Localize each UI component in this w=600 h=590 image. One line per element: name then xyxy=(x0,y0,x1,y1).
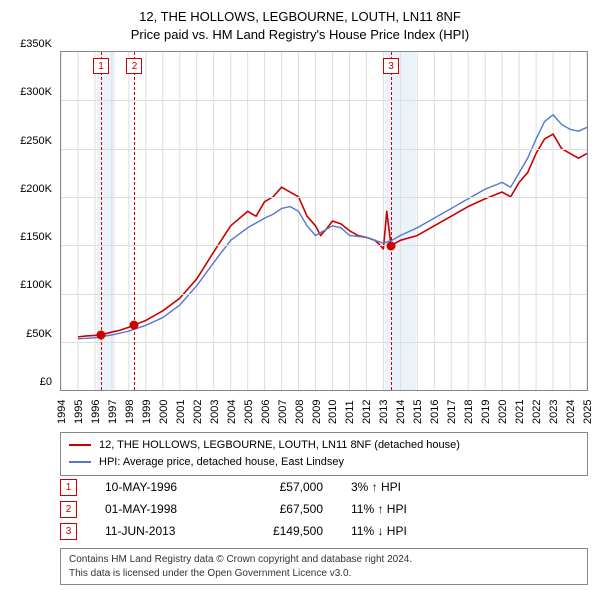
event-row: 1 10-MAY-1996 £57,000 3% ↑ HPI xyxy=(60,476,588,498)
event-number-box: 2 xyxy=(60,501,77,518)
event-price: £67,500 xyxy=(243,502,323,516)
x-tick-label: 2006 xyxy=(260,400,272,424)
event-hpi-delta: 3% ↑ HPI xyxy=(351,480,501,494)
x-tick-label: 2003 xyxy=(209,400,221,424)
title-block: 12, THE HOLLOWS, LEGBOURNE, LOUTH, LN11 … xyxy=(0,0,600,43)
y-tick-label: £350K xyxy=(20,38,52,50)
event-marker-dot xyxy=(97,331,106,340)
x-tick-label: 2023 xyxy=(548,400,560,424)
event-marker-dot xyxy=(387,241,396,250)
chart-svg xyxy=(61,52,587,390)
y-tick-label: £250K xyxy=(20,135,52,147)
event-price: £57,000 xyxy=(243,480,323,494)
gridline xyxy=(61,100,587,101)
x-tick-label: 2000 xyxy=(158,400,170,424)
y-axis-labels: £0£50K£100K£150K£200K£250K£300K£350K xyxy=(0,44,56,384)
title-line-2: Price paid vs. HM Land Registry's House … xyxy=(0,26,600,44)
x-tick-label: 1995 xyxy=(73,400,85,424)
event-marker-box: 2 xyxy=(126,58,142,74)
x-tick-label: 2020 xyxy=(497,400,509,424)
event-price: £149,500 xyxy=(243,524,323,538)
legend-swatch xyxy=(69,461,91,463)
gridline xyxy=(61,149,587,150)
gridline xyxy=(61,245,587,246)
gridline xyxy=(61,342,587,343)
legend-item: 12, THE HOLLOWS, LEGBOURNE, LOUTH, LN11 … xyxy=(69,437,579,454)
x-tick-label: 2004 xyxy=(226,400,238,424)
events-table: 1 10-MAY-1996 £57,000 3% ↑ HPI 2 01-MAY-1998 £… xyxy=(60,476,588,542)
gridline xyxy=(61,197,587,198)
y-tick-label: £50K xyxy=(26,328,52,340)
x-tick-label: 2019 xyxy=(480,400,492,424)
x-tick-label: 2013 xyxy=(378,400,390,424)
x-tick-label: 1994 xyxy=(56,400,68,424)
disclaimer: Contains HM Land Registry data © Crown c… xyxy=(60,548,588,585)
event-date: 10-MAY-1996 xyxy=(105,480,215,494)
y-tick-label: £300K xyxy=(20,86,52,98)
event-marker-box: 3 xyxy=(383,58,399,74)
event-number-box: 3 xyxy=(60,523,77,540)
x-tick-label: 2016 xyxy=(429,400,441,424)
x-tick-label: 2005 xyxy=(243,400,255,424)
legend-label: 12, THE HOLLOWS, LEGBOURNE, LOUTH, LN11 … xyxy=(99,437,460,454)
title-line-1: 12, THE HOLLOWS, LEGBOURNE, LOUTH, LN11 … xyxy=(0,8,600,26)
event-hpi-delta: 11% ↑ HPI xyxy=(351,502,501,516)
event-hpi-delta: 11% ↓ HPI xyxy=(351,524,501,538)
event-marker-line xyxy=(391,52,392,390)
disclaimer-line-2: This data is licensed under the Open Gov… xyxy=(69,567,579,581)
x-tick-label: 2021 xyxy=(514,400,526,424)
x-tick-label: 2009 xyxy=(311,400,323,424)
y-tick-label: £0 xyxy=(40,376,52,388)
x-tick-label: 1998 xyxy=(124,400,136,424)
x-tick-label: 2001 xyxy=(175,400,187,424)
legend-item: HPI: Average price, detached house, East… xyxy=(69,454,579,471)
x-tick-label: 2018 xyxy=(463,400,475,424)
x-tick-label: 2025 xyxy=(582,400,594,424)
x-tick-label: 1996 xyxy=(90,400,102,424)
event-number-box: 1 xyxy=(60,479,77,496)
x-tick-label: 2002 xyxy=(192,400,204,424)
event-marker-line xyxy=(134,52,135,390)
legend: 12, THE HOLLOWS, LEGBOURNE, LOUTH, LN11 … xyxy=(60,432,588,476)
legend-swatch xyxy=(69,444,91,446)
x-tick-label: 2015 xyxy=(412,400,424,424)
x-tick-label: 2008 xyxy=(294,400,306,424)
x-tick-label: 2011 xyxy=(344,400,356,424)
chart-area: 1 2 3 xyxy=(60,51,588,391)
root: 12, THE HOLLOWS, LEGBOURNE, LOUTH, LN11 … xyxy=(0,0,600,590)
x-axis-labels: 1994199519961997199819992000200120022003… xyxy=(60,388,588,438)
y-tick-label: £100K xyxy=(20,279,52,291)
event-row: 3 11-JUN-2013 £149,500 11% ↓ HPI xyxy=(60,520,588,542)
x-tick-label: 2024 xyxy=(565,400,577,424)
x-tick-label: 2022 xyxy=(531,400,543,424)
event-marker-box: 1 xyxy=(93,58,109,74)
event-row: 2 01-MAY-1998 £67,500 11% ↑ HPI xyxy=(60,498,588,520)
disclaimer-line-1: Contains HM Land Registry data © Crown c… xyxy=(69,553,579,567)
legend-label: HPI: Average price, detached house, East… xyxy=(99,454,344,471)
event-date: 11-JUN-2013 xyxy=(105,524,215,538)
event-marker-dot xyxy=(130,320,139,329)
x-tick-label: 2012 xyxy=(361,400,373,424)
y-tick-label: £200K xyxy=(20,183,52,195)
x-tick-label: 2017 xyxy=(446,400,458,424)
x-tick-label: 1999 xyxy=(141,400,153,424)
gridline xyxy=(61,294,587,295)
event-date: 01-MAY-1998 xyxy=(105,502,215,516)
x-tick-label: 2007 xyxy=(277,400,289,424)
x-tick-label: 2014 xyxy=(395,400,407,424)
x-tick-label: 1997 xyxy=(107,400,119,424)
x-tick-label: 2010 xyxy=(327,400,339,424)
y-tick-label: £150K xyxy=(20,231,52,243)
